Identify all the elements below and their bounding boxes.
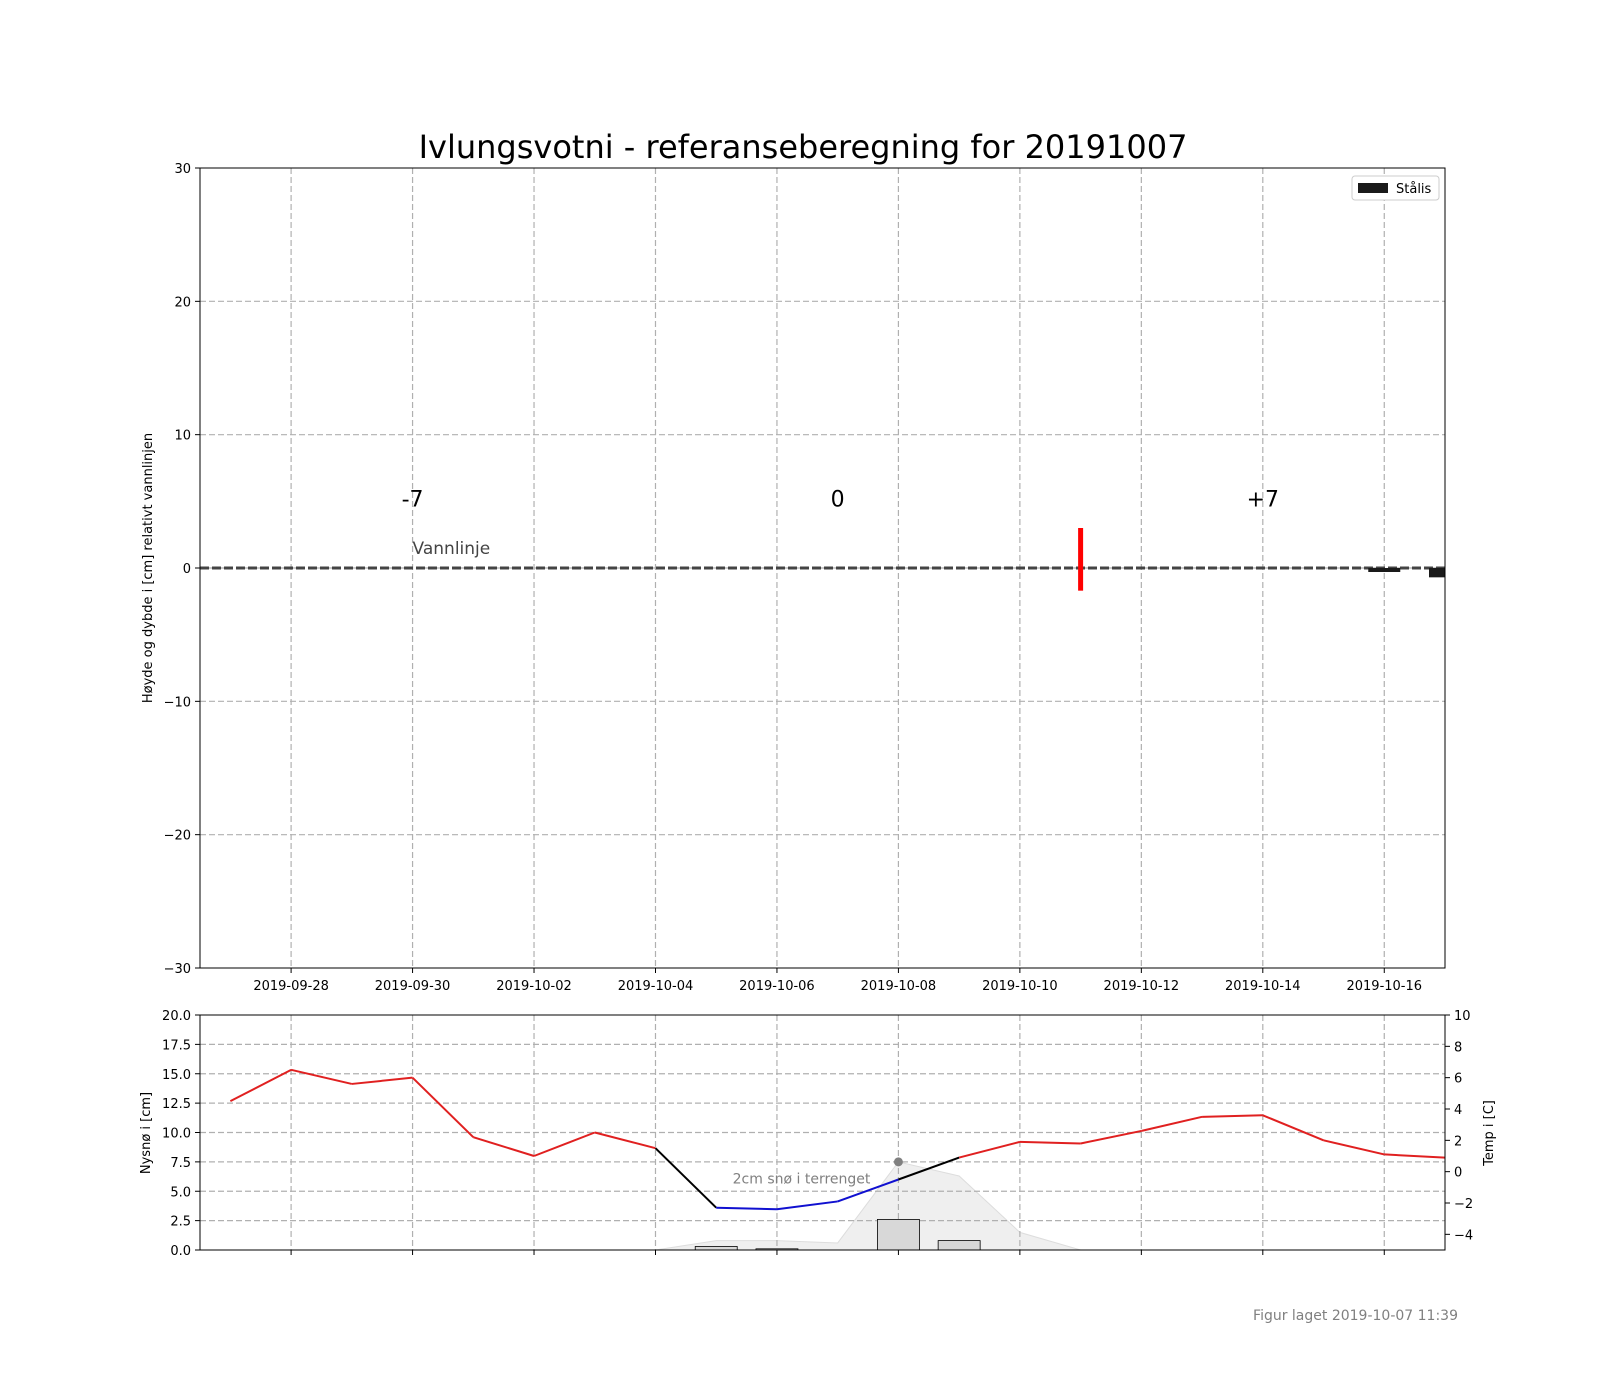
snow-annotation-point (893, 1157, 903, 1167)
bottom-right-y-axis-label: Temp i [C] (1482, 1100, 1497, 1167)
temperature-segment (958, 1140, 1021, 1159)
top-y-tick-label: 30 (174, 162, 191, 177)
top-marks: Vannlinje -7 0 +7 (200, 488, 1445, 591)
top-x-tick-label: 2019-10-06 (739, 979, 815, 994)
figure-timestamp: Figur laget 2019-10-07 11:39 (1253, 1308, 1458, 1324)
day-marker-label: -7 (402, 488, 424, 513)
temperature-segment (716, 1206, 777, 1211)
temperature-segment (472, 1136, 535, 1157)
temperature-segment (1262, 1114, 1324, 1142)
observation-marker (1078, 528, 1084, 591)
bottom-ticks: 0.0 2.5 5.0 7.5 10.0 12.5 15.0 17.5 20.0 −4 −2 0 2 4 6… (162, 1009, 1473, 1259)
top-x-tick-label: 2019-10-08 (861, 979, 937, 994)
top-y-tick-label: 0 (183, 562, 191, 577)
bottom-left-y-tick-label: 7.5 (170, 1156, 191, 1171)
top-x-tick-label: 2019-10-16 (1346, 979, 1422, 994)
bottom-left-y-tick-label: 20.0 (162, 1009, 191, 1024)
bottom-left-y-tick-label: 5.0 (170, 1185, 191, 1200)
bottom-right-y-tick-label: 8 (1454, 1040, 1462, 1055)
bottom-right-y-tick-label: 2 (1454, 1134, 1462, 1149)
day-marker-label: 0 (831, 488, 845, 513)
top-x-tick-label: 2019-10-02 (496, 979, 572, 994)
temperature-segment (1080, 1129, 1142, 1145)
snow-annotation-text: 2cm snø i terrenget (733, 1172, 871, 1188)
bottom-right-y-tick-label: 4 (1454, 1103, 1462, 1118)
temperature-segment (411, 1076, 474, 1138)
bottom-left-y-tick-label: 0.0 (170, 1244, 191, 1259)
bottom-grid (200, 1015, 1445, 1250)
temperature-segment (1019, 1140, 1081, 1145)
top-y-tick-label: −10 (164, 695, 191, 710)
new-snow-bar (937, 1240, 981, 1251)
legend-label-stalis: Stålis (1396, 182, 1432, 197)
temperature-segment (594, 1131, 656, 1150)
weather-chart: 0.0 2.5 5.0 7.5 10.0 12.5 15.0 17.5 20.0 −4 −2 0 2 4 6… (139, 1009, 1497, 1259)
bottom-left-y-tick-label: 10.0 (162, 1127, 191, 1142)
temperature-segment (837, 1178, 899, 1203)
top-axes-frame (199, 167, 1446, 969)
temperature-segment (898, 1156, 960, 1181)
temperature-segment (533, 1131, 596, 1157)
temperature-segment (1141, 1115, 1203, 1132)
bottom-right-y-tick-label: −4 (1454, 1228, 1473, 1243)
top-x-tick-label: 2019-10-14 (1225, 979, 1301, 994)
temperature-segment (351, 1076, 413, 1085)
new-snow-bar (877, 1219, 920, 1251)
stalis-bar (1429, 568, 1445, 578)
top-y-tick-label: −30 (164, 962, 191, 977)
temperature-segment (776, 1200, 838, 1211)
bottom-marks: 2cm snø i terrenget (229, 1068, 1446, 1251)
bottom-left-y-axis-label: Nysnø i [cm] (139, 1092, 154, 1174)
temperature-segment (290, 1068, 353, 1085)
bottom-right-y-tick-label: 6 (1454, 1072, 1462, 1087)
temperature-segment (1323, 1139, 1385, 1156)
chart-title: Ivlungsvotni - referanseberegning for 20… (419, 128, 1188, 166)
legend-box (1351, 175, 1440, 201)
bottom-right-y-tick-label: −2 (1454, 1197, 1473, 1212)
temperature-segment (654, 1147, 717, 1209)
stalis-bar (1368, 568, 1401, 572)
top-x-tick-label: 2019-10-10 (982, 979, 1058, 994)
top-ticks: 2019-09-28 2019-09-30 2019-10-02 2019-10-04… (164, 162, 1422, 994)
day-marker-label: +7 (1247, 488, 1279, 513)
top-y-tick-label: −20 (164, 829, 191, 844)
temperature-segment (1202, 1114, 1263, 1118)
ice-profile-chart: 2019-09-28 2019-09-30 2019-10-02 2019-10-04… (141, 162, 1446, 994)
bottom-axes-frame (199, 1014, 1446, 1251)
legend: Stålis (1351, 175, 1440, 201)
legend-swatch-stalis (1358, 183, 1388, 193)
top-x-tick-label: 2019-10-12 (1104, 979, 1180, 994)
bottom-left-y-tick-label: 17.5 (162, 1038, 191, 1053)
temperature-segment (229, 1068, 292, 1103)
temperature-segment (1384, 1153, 1446, 1159)
bottom-left-y-tick-label: 2.5 (170, 1215, 191, 1230)
bottom-right-y-tick-label: 10 (1454, 1009, 1471, 1024)
bottom-right-y-tick-label: 0 (1454, 1166, 1462, 1181)
top-x-tick-label: 2019-09-30 (375, 979, 451, 994)
new-snow-bar (694, 1246, 738, 1251)
waterline-label: Vannlinje (413, 539, 491, 559)
bottom-left-y-tick-label: 15.0 (162, 1068, 191, 1083)
top-x-tick-label: 2019-09-28 (253, 979, 329, 994)
top-x-tick-label: 2019-10-04 (618, 979, 694, 994)
bottom-left-y-tick-label: 12.5 (162, 1097, 191, 1112)
top-y-tick-label: 10 (174, 429, 191, 444)
top-y-axis-label: Høyde og dybde i [cm] relativt vannlinje… (141, 433, 156, 703)
top-y-tick-label: 20 (174, 295, 191, 310)
